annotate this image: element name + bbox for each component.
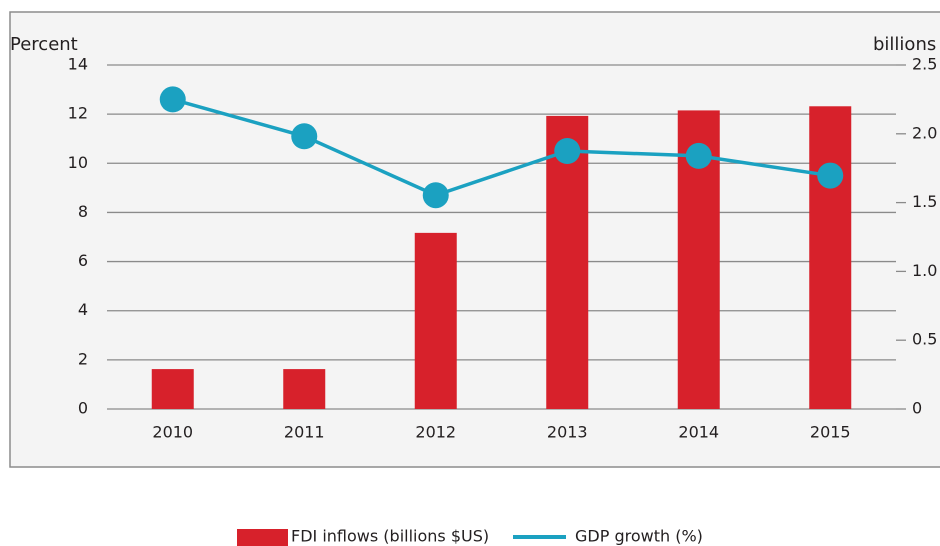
y-tick-label: 14 <box>68 55 88 74</box>
y-tick-label: 12 <box>68 104 88 123</box>
x-tick-label: 2015 <box>810 423 851 442</box>
x-tick-label: 2013 <box>547 423 588 442</box>
x-tick-label: 2014 <box>678 423 719 442</box>
y-tick-label: 8 <box>78 202 88 221</box>
line-marker <box>554 138 581 164</box>
line-marker <box>422 182 449 209</box>
line-marker <box>291 123 318 150</box>
x-tick-label: 2010 <box>152 423 193 442</box>
line-marker <box>159 86 186 113</box>
bar <box>283 369 326 409</box>
y2-tick-label: 0 <box>912 399 922 418</box>
legend-label: GDP growth (%) <box>575 527 703 546</box>
y2-axis-label: billions <box>873 34 936 55</box>
line-marker <box>685 142 712 169</box>
x-tick-label: 2012 <box>415 423 456 442</box>
legend-label: FDI inflows (billions $US) <box>291 527 489 546</box>
line <box>172 97 831 198</box>
legend-swatch <box>237 529 288 546</box>
y2-tick-label: 1.0 <box>912 261 937 280</box>
y2-tick-label: 2.5 <box>912 55 937 74</box>
bar <box>414 232 457 409</box>
y-axis-label: Percent <box>10 34 78 55</box>
x-tick-label: 2011 <box>284 423 325 442</box>
line-marker <box>817 162 844 189</box>
y2-tick-label: 0.5 <box>912 330 937 349</box>
y-tick-label: 0 <box>78 399 88 418</box>
y-tick-label: 4 <box>78 300 88 319</box>
y-tick-label: 6 <box>78 251 88 270</box>
y-tick-label: 2 <box>78 349 88 368</box>
bar <box>809 106 852 409</box>
chart-frame <box>9 11 940 468</box>
y-tick-label: 10 <box>68 153 88 172</box>
bar <box>151 369 194 409</box>
y2-tick-label: 1.5 <box>912 192 937 211</box>
y2-tick-label: 2.0 <box>912 123 937 142</box>
bar <box>546 115 589 410</box>
